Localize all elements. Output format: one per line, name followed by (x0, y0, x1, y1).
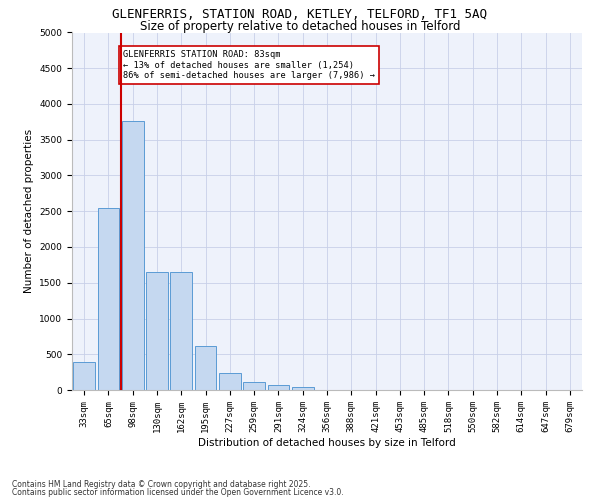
Bar (73, 362, 95, 390)
Bar (122, 121, 143, 390)
Text: GLENFERRIS STATION ROAD: 83sqm
← 13% of detached houses are smaller (1,254)
86% : GLENFERRIS STATION ROAD: 83sqm ← 13% of … (123, 50, 375, 80)
Y-axis label: Number of detached properties: Number of detached properties (24, 129, 34, 294)
Bar (97, 208, 119, 390)
Bar (194, 346, 217, 390)
Bar (292, 388, 314, 390)
Text: Contains HM Land Registry data © Crown copyright and database right 2025.: Contains HM Land Registry data © Crown c… (12, 480, 311, 489)
Text: GLENFERRIS, STATION ROAD, KETLEY, TELFORD, TF1 5AQ: GLENFERRIS, STATION ROAD, KETLEY, TELFOR… (113, 8, 487, 20)
Text: Size of property relative to detached houses in Telford: Size of property relative to detached ho… (140, 20, 460, 33)
X-axis label: Distribution of detached houses by size in Telford: Distribution of detached houses by size … (198, 438, 456, 448)
Bar (146, 272, 168, 390)
Bar (243, 382, 265, 390)
Text: Contains public sector information licensed under the Open Government Licence v3: Contains public sector information licen… (12, 488, 344, 497)
Bar (219, 373, 241, 390)
Bar (170, 272, 192, 390)
Bar (268, 386, 289, 390)
